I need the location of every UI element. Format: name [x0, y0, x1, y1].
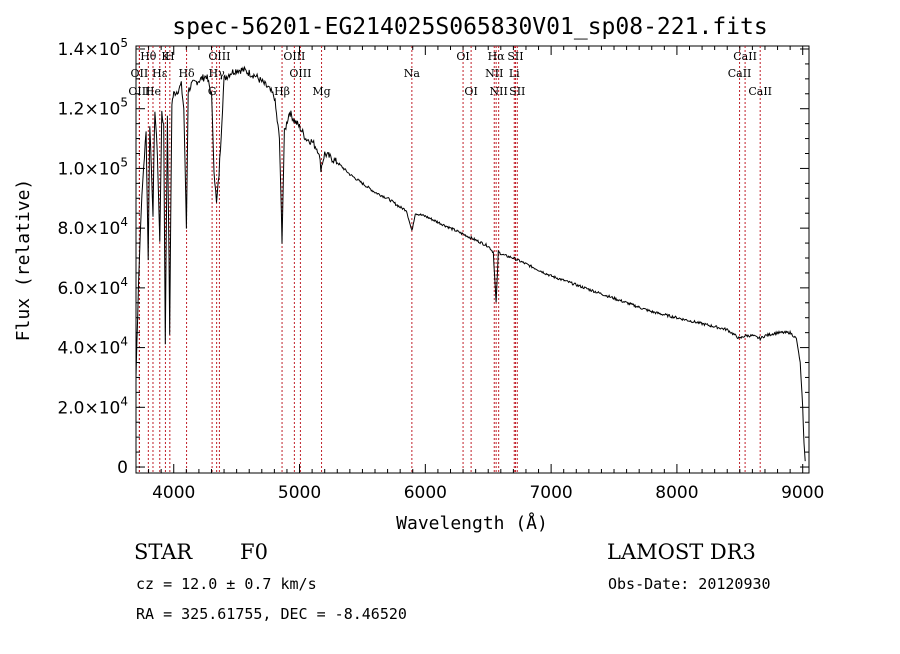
emission-line-label-11: Hβ — [274, 85, 290, 98]
emission-line-label-15: Na — [404, 67, 421, 80]
x-tick-label: 4000 — [152, 483, 195, 503]
emission-line-label-26: CaII — [748, 85, 772, 98]
spectrum-series-line — [135, 65, 806, 462]
survey-name: LAMOST DR3 — [607, 540, 756, 564]
object-class: STAR — [134, 540, 193, 564]
emission-line-label-13: OIII — [289, 67, 311, 80]
y-tick-label: 6.0×104 — [57, 275, 128, 299]
emission-line-label-17: OI — [464, 85, 477, 98]
y-tick-label: 2.0×104 — [57, 394, 128, 418]
emission-line-label-19: NII — [485, 67, 503, 80]
x-tick-label: 5000 — [278, 483, 321, 503]
y-axis-ticks: 0 2.0×104 4.0×104 6.0×104 8.0×104 1.0×105 1.2×… — [57, 36, 809, 478]
y-tick-label: 8.0×104 — [57, 215, 128, 239]
emission-line-label-6: He — [145, 85, 161, 98]
y-tick-label: 1.4×105 — [57, 36, 128, 60]
emission-line-label-23: SII — [509, 85, 525, 98]
emission-line-label-16: OI — [456, 50, 469, 63]
emission-line-label-3: K — [161, 50, 170, 63]
coordinates: RA = 325.61755, DEC = -8.46520 — [136, 605, 407, 623]
y-tick-label: 0 — [117, 458, 128, 478]
emission-line-label-10: Hγ — [209, 67, 226, 80]
y-tick-label: 1.0×105 — [57, 155, 128, 179]
y-tick-label: 1.2×105 — [57, 96, 128, 120]
emission-line-markers — [138, 46, 761, 473]
emission-line-label-0: Hθ — [140, 50, 157, 63]
redshift-value: cz = 12.0 ± 0.7 km/s — [136, 575, 317, 593]
x-tick-label: 7000 — [529, 483, 572, 503]
chart-title: spec-56201-EG214025S065830V01_sp08-221.f… — [172, 14, 767, 40]
emission-line-label-18: Hα — [488, 50, 506, 63]
emission-line-label-4: H — [165, 50, 175, 63]
emission-line-label-22: Li — [509, 67, 520, 80]
emission-line-label-24: CaII — [733, 50, 757, 63]
object-subclass: F0 — [240, 540, 268, 564]
plot-frame — [135, 45, 810, 474]
y-axis-label: Flux (relative) — [13, 179, 34, 342]
emission-line-label-1: OII — [131, 67, 149, 80]
emission-line-label-2: OIII — [128, 85, 150, 98]
emission-line-labels: HθOIIOIIIKHHεHeHδGOIIIHγHβOIIIOIIIMgNaOI… — [128, 50, 772, 98]
x-axis-ticks: 4000 5000 6000 7000 8000 9000 — [135, 46, 824, 503]
x-axis-label: Wavelength (Å) — [396, 512, 548, 534]
emission-line-label-5: Hε — [152, 67, 168, 80]
emission-line-label-14: Mg — [312, 85, 330, 98]
x-tick-label: 6000 — [404, 483, 447, 503]
observation-date: Obs-Date: 20120930 — [608, 575, 771, 593]
y-tick-label: 4.0×104 — [57, 335, 128, 359]
emission-line-label-12: OIII — [283, 50, 305, 63]
emission-line-label-25: CaII — [728, 67, 752, 80]
emission-line-label-7: Hδ — [178, 67, 195, 80]
emission-line-label-21: SII — [507, 50, 523, 63]
emission-line-label-8: G — [208, 85, 217, 98]
emission-line-label-9: OIII — [208, 50, 230, 63]
x-tick-label: 9000 — [781, 483, 824, 503]
x-tick-label: 8000 — [655, 483, 698, 503]
emission-line-label-20: NII — [490, 85, 508, 98]
